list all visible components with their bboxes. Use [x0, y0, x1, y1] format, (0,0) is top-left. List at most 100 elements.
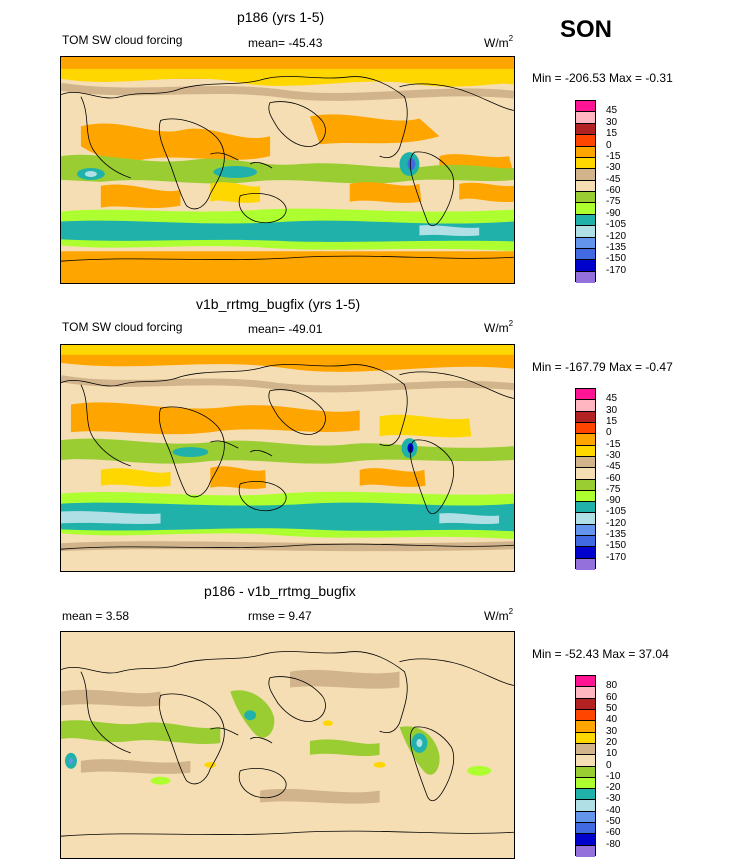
colorbar-swatch	[576, 698, 595, 710]
colorbar-tick-label: -60	[606, 472, 621, 484]
panel3-title: p186 - v1b_rrtmg_bugfix	[204, 583, 356, 599]
panel2-minmax: Min = -167.79 Max = -0.47	[532, 360, 673, 374]
colorbar-swatch	[576, 180, 595, 192]
colorbar-tick-label: -10	[606, 770, 621, 782]
colorbar-swatch	[576, 468, 595, 480]
panel1-units: W/m2	[484, 34, 514, 50]
colorbar-tick-label: -75	[606, 196, 621, 208]
colorbar-swatch	[576, 260, 595, 272]
colorbar-swatch	[576, 445, 595, 457]
colorbar-swatch	[576, 676, 595, 688]
panel2-colorbar	[575, 388, 596, 570]
colorbar-swatch	[576, 721, 595, 733]
colorbar-tick-label: 20	[606, 736, 618, 748]
colorbar-swatch	[576, 558, 595, 570]
colorbar-tick-label: -20	[606, 782, 621, 794]
colorbar-tick-label: 80	[606, 680, 618, 692]
colorbar-tick-label: -30	[606, 449, 621, 461]
colorbar-tick-label: 0	[606, 427, 612, 439]
colorbar-swatch	[576, 169, 595, 181]
colorbar-tick-label: 50	[606, 702, 618, 714]
panel3-mean: mean = 3.58	[62, 609, 130, 623]
colorbar-swatch	[576, 101, 595, 113]
colorbar-tick-label: 30	[606, 116, 618, 128]
panel3-map	[60, 631, 515, 859]
colorbar-tick-label: -90	[606, 207, 621, 219]
colorbar-tick-label: -45	[606, 461, 621, 473]
colorbar-tick-label: -120	[606, 517, 627, 529]
colorbar-swatch	[576, 135, 595, 147]
colorbar-tick-label: 30	[606, 404, 618, 416]
colorbar-tick-label: -150	[606, 540, 627, 552]
panel3-rmse: rmse = 9.47	[248, 609, 312, 623]
colorbar-swatch	[576, 400, 595, 412]
colorbar-swatch	[576, 687, 595, 699]
panel3-colorbar	[575, 675, 596, 857]
panel3-units: W/m2	[484, 607, 514, 623]
colorbar-swatch	[576, 766, 595, 778]
colorbar-swatch	[576, 248, 595, 261]
colorbar-swatch	[576, 490, 595, 503]
colorbar-swatch	[576, 800, 595, 812]
colorbar-swatch	[576, 743, 595, 756]
colorbar-swatch	[576, 456, 595, 469]
colorbar-tick-label: 0	[606, 759, 612, 771]
colorbar-swatch	[576, 777, 595, 790]
colorbar-swatch	[576, 422, 595, 435]
colorbar-tick-label: -105	[606, 219, 627, 231]
colorbar-swatch	[576, 203, 595, 215]
panel2-field-label: TOM SW cloud forcing	[62, 320, 183, 334]
colorbar-tick-label: -15	[606, 150, 621, 162]
colorbar-swatch	[576, 237, 595, 249]
colorbar-swatch	[576, 524, 595, 537]
colorbar-tick-label: 0	[606, 139, 612, 151]
colorbar-tick-label: -45	[606, 173, 621, 185]
colorbar-swatch	[576, 709, 595, 722]
colorbar-swatch	[576, 226, 595, 238]
colorbar-swatch	[576, 811, 595, 824]
colorbar-tick-label: 60	[606, 691, 618, 703]
colorbar-swatch	[576, 823, 595, 835]
panel1-colorbar	[575, 100, 596, 283]
colorbar-tick-label: 15	[606, 128, 618, 140]
panel1-title: p186 (yrs 1-5)	[237, 9, 325, 25]
colorbar-swatch	[576, 845, 595, 857]
colorbar-tick-label: -150	[606, 253, 627, 265]
colorbar-tick-label: -170	[606, 551, 627, 563]
colorbar-swatch	[576, 732, 595, 744]
colorbar-swatch	[576, 434, 595, 446]
panel3-minmax: Min = -52.43 Max = 37.04	[532, 647, 669, 661]
colorbar-tick-label: -40	[606, 804, 621, 816]
panel2-map	[60, 344, 515, 572]
panel1-map	[60, 56, 515, 284]
colorbar-swatch	[576, 112, 595, 124]
colorbar-tick-label: -75	[606, 483, 621, 495]
colorbar-swatch	[576, 271, 595, 283]
colorbar-swatch	[576, 157, 595, 170]
colorbar-tick-label: -50	[606, 816, 621, 828]
colorbar-swatch	[576, 123, 595, 136]
colorbar-swatch	[576, 479, 595, 491]
colorbar-swatch	[576, 389, 595, 401]
colorbar-tick-label: 45	[606, 393, 618, 405]
colorbar-tick-label: 15	[606, 415, 618, 427]
panel2-units: W/m2	[484, 319, 514, 335]
colorbar-swatch	[576, 411, 595, 423]
colorbar-tick-label: -30	[606, 162, 621, 174]
colorbar-tick-label: 30	[606, 725, 618, 737]
colorbar-swatch	[576, 146, 595, 158]
colorbar-swatch	[576, 192, 595, 204]
colorbar-swatch	[576, 536, 595, 548]
colorbar-swatch	[576, 789, 595, 801]
colorbar-tick-label: 45	[606, 105, 618, 117]
colorbar-swatch	[576, 513, 595, 525]
panel1-mean: mean= -45.43	[248, 36, 323, 50]
panel1-field-label: TOM SW cloud forcing	[62, 33, 183, 47]
colorbar-tick-label: -105	[606, 506, 627, 518]
panel2-mean: mean= -49.01	[248, 322, 323, 336]
colorbar-tick-label: -60	[606, 185, 621, 196]
colorbar-tick-label: 40	[606, 714, 618, 726]
colorbar-swatch	[576, 502, 595, 514]
colorbar-tick-label: -80	[606, 838, 621, 850]
panel1-minmax: Min = -206.53 Max = -0.31	[532, 71, 673, 85]
